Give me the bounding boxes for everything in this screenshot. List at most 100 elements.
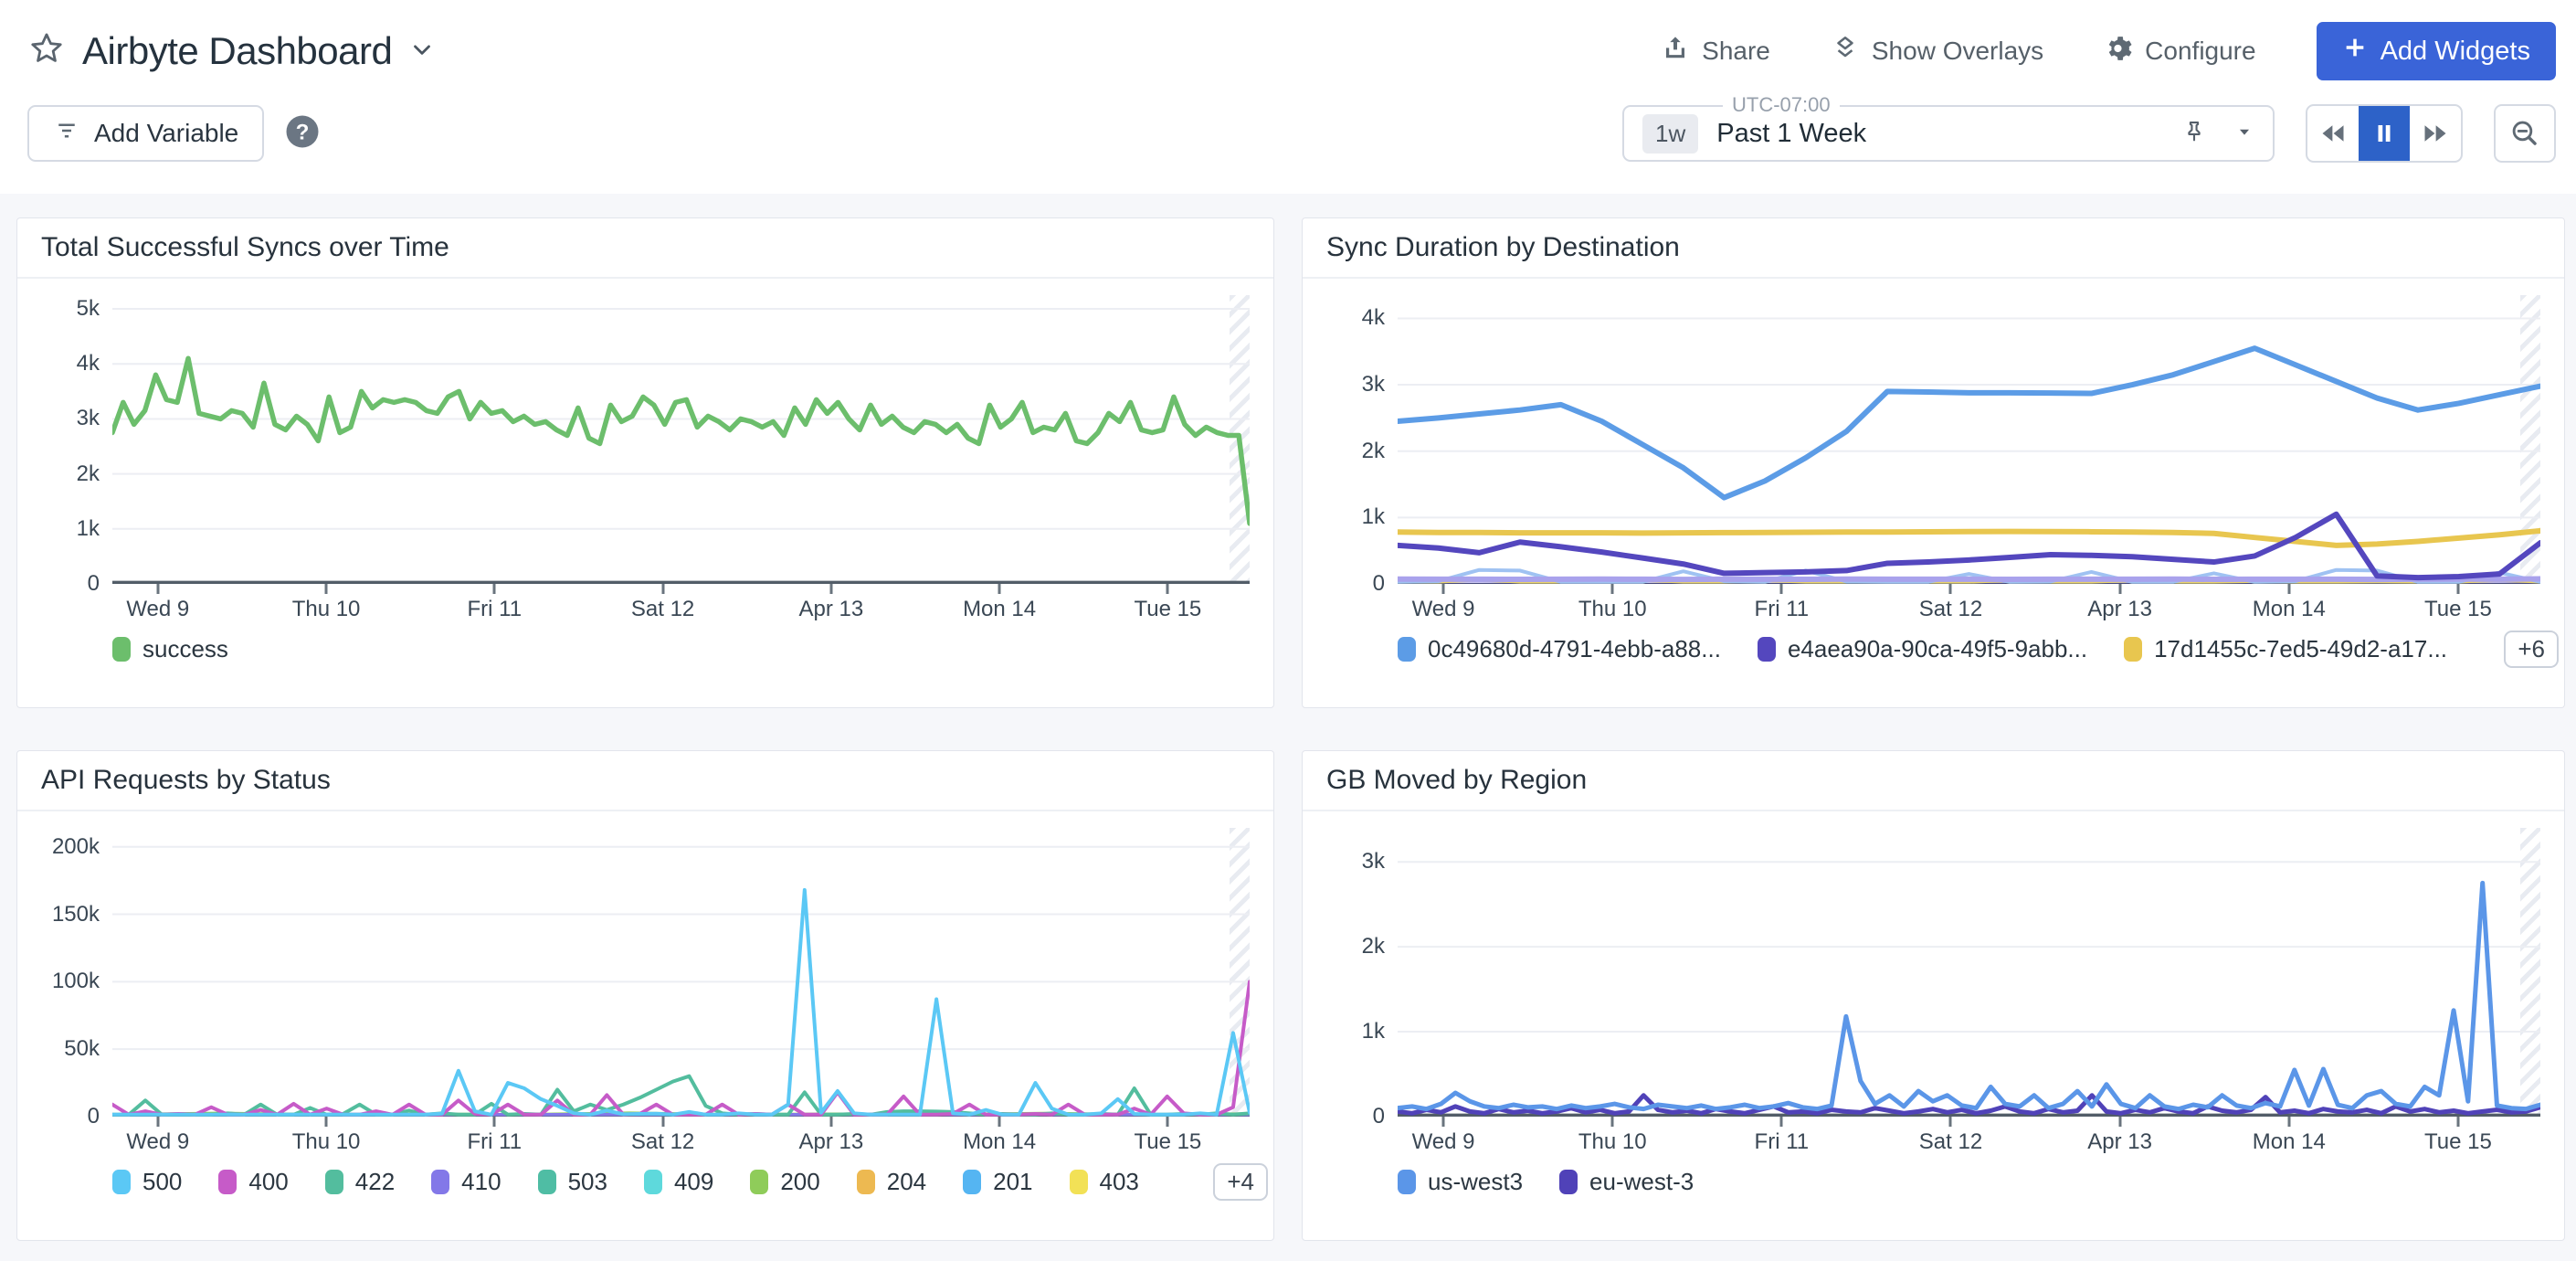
- caret-down-icon[interactable]: [2234, 122, 2254, 146]
- x-axis-label: Sat 12: [631, 597, 694, 622]
- legend-item[interactable]: 503: [538, 1168, 607, 1196]
- time-backward-button[interactable]: [2307, 106, 2359, 161]
- x-axis-label: Thu 10: [1578, 1129, 1647, 1155]
- plot-area[interactable]: [1398, 295, 2540, 584]
- x-axis-label: Fri 11: [1755, 1129, 1810, 1155]
- x-axis: Wed 9Thu 10Fri 11Sat 12Apr 13Mon 14Tue 1…: [112, 584, 1250, 622]
- x-axis-tick: [2287, 1117, 2290, 1127]
- x-axis-tick: [2287, 584, 2290, 594]
- legend-item[interactable]: 410: [431, 1168, 501, 1196]
- zoom-out-button[interactable]: [2494, 104, 2556, 163]
- legend-color-chip: [857, 1170, 875, 1194]
- legend-item[interactable]: 403: [1070, 1168, 1139, 1196]
- legend-item[interactable]: 409: [644, 1168, 713, 1196]
- legend-item[interactable]: success: [112, 635, 228, 663]
- legend-item[interactable]: 201: [963, 1168, 1032, 1196]
- x-axis-label: Tue 15: [1134, 1129, 1201, 1155]
- plot-area[interactable]: [1398, 828, 2540, 1117]
- show-overlays-button[interactable]: Show Overlays: [1831, 34, 2043, 69]
- y-axis-label: 50k: [64, 1036, 100, 1062]
- legend-item[interactable]: 17d1455c-7ed5-49d2-a17...: [2124, 635, 2447, 663]
- x-axis-label: Apr 13: [798, 597, 863, 622]
- x-axis-label: Sat 12: [1919, 597, 1982, 622]
- y-axis-label: 0: [1373, 1104, 1385, 1129]
- x-axis-tick: [1780, 584, 1783, 594]
- range-shortcut-tag: 1w: [1642, 114, 1698, 154]
- x-axis-label: Mon 14: [2253, 1129, 2326, 1155]
- line-chart: [112, 828, 1250, 1117]
- x-axis-label: Mon 14: [963, 597, 1036, 622]
- widget-api-requests-by-status: API Requests by Status 050k100k150k200k …: [16, 750, 1274, 1241]
- legend-item[interactable]: eu-west-3: [1559, 1168, 1694, 1196]
- time-forward-button[interactable]: [2410, 106, 2461, 161]
- legend-item[interactable]: 0c49680d-4791-4ebb-a88...: [1398, 635, 1721, 663]
- share-label: Share: [1702, 37, 1770, 66]
- legend-label: 503: [568, 1168, 607, 1196]
- x-axis-label: Tue 15: [1134, 597, 1201, 622]
- add-widgets-label: Add Widgets: [2381, 37, 2530, 67]
- y-axis-label: 1k: [77, 516, 100, 542]
- layers-icon: [1831, 34, 1860, 69]
- app-header: Airbyte Dashboard Share Show Overlays: [0, 0, 2576, 194]
- legend-color-chip: [218, 1170, 237, 1194]
- header-actions: Share Show Overlays Configure Add Widget…: [1661, 22, 2556, 80]
- plot-area[interactable]: [112, 828, 1250, 1117]
- add-widgets-button[interactable]: Add Widgets: [2317, 22, 2556, 80]
- add-variable-label: Add Variable: [94, 119, 238, 148]
- legend-overflow-badge[interactable]: +4: [1213, 1163, 1268, 1201]
- add-variable-button[interactable]: Add Variable: [27, 105, 264, 162]
- x-axis-label: Sat 12: [1919, 1129, 1982, 1155]
- x-axis-tick: [829, 584, 832, 594]
- x-axis-tick: [325, 584, 328, 594]
- x-axis-label: Apr 13: [2087, 597, 2152, 622]
- legend-label: 422: [355, 1168, 395, 1196]
- x-axis-tick: [1949, 584, 1952, 594]
- x-axis-tick: [1949, 1117, 1952, 1127]
- pin-icon[interactable]: [2181, 119, 2207, 149]
- x-axis-tick: [1442, 1117, 1445, 1127]
- legend-color-chip: [112, 637, 131, 662]
- x-axis-tick: [661, 584, 664, 594]
- legend-item[interactable]: 422: [325, 1168, 395, 1196]
- x-axis-label: Thu 10: [292, 597, 361, 622]
- x-axis-tick: [325, 1117, 328, 1127]
- y-axis-label: 100k: [52, 969, 100, 994]
- title-chevron-down-icon[interactable]: [408, 36, 436, 68]
- legend-item[interactable]: 204: [857, 1168, 926, 1196]
- x-axis-label: Mon 14: [2253, 597, 2326, 622]
- x-axis-tick: [156, 1117, 159, 1127]
- legend-item[interactable]: us-west3: [1398, 1168, 1523, 1196]
- share-button[interactable]: Share: [1661, 34, 1770, 69]
- time-range-picker[interactable]: UTC-07:00 1w Past 1 Week: [1622, 105, 2275, 162]
- legend-color-chip: [1559, 1170, 1578, 1194]
- favorite-star-icon[interactable]: [27, 30, 66, 73]
- x-axis-tick: [998, 1117, 1001, 1127]
- x-axis-tick: [998, 584, 1001, 594]
- pause-button[interactable]: [2359, 106, 2410, 161]
- y-axis: 01k2k3k4k5k: [17, 295, 112, 584]
- filter-icon: [53, 117, 80, 151]
- y-axis: 050k100k150k200k: [17, 828, 112, 1117]
- legend-label: 500: [143, 1168, 182, 1196]
- legend-label: 17d1455c-7ed5-49d2-a17...: [2154, 635, 2447, 663]
- plot-area[interactable]: [112, 295, 1250, 584]
- y-axis-label: 2k: [1362, 934, 1385, 959]
- help-icon[interactable]: ?: [284, 113, 321, 154]
- chart-legend: us-west3 eu-west-3: [1398, 1155, 2564, 1208]
- widget-gb-moved-by-region: GB Moved by Region 01k2k3k Wed 9Thu 10Fr…: [1302, 750, 2565, 1241]
- legend-item[interactable]: 500: [112, 1168, 182, 1196]
- dashboard-canvas: Total Successful Syncs over Time 01k2k3k…: [0, 194, 2576, 1241]
- legend-color-chip: [1758, 637, 1776, 662]
- legend-label: us-west3: [1428, 1168, 1523, 1196]
- y-axis-label: 4k: [77, 351, 100, 376]
- legend-item[interactable]: 400: [218, 1168, 288, 1196]
- x-axis-label: Apr 13: [798, 1129, 863, 1155]
- legend-item[interactable]: e4aea90a-90ca-49f5-9abb...: [1758, 635, 2087, 663]
- x-axis: Wed 9Thu 10Fri 11Sat 12Apr 13Mon 14Tue 1…: [1398, 584, 2540, 622]
- legend-overflow-badge[interactable]: +6: [2504, 630, 2559, 668]
- x-axis-label: Mon 14: [963, 1129, 1036, 1155]
- y-axis-label: 0: [88, 1104, 100, 1129]
- legend-item[interactable]: 200: [750, 1168, 819, 1196]
- x-axis-tick: [1167, 1117, 1169, 1127]
- configure-button[interactable]: Configure: [2104, 34, 2255, 69]
